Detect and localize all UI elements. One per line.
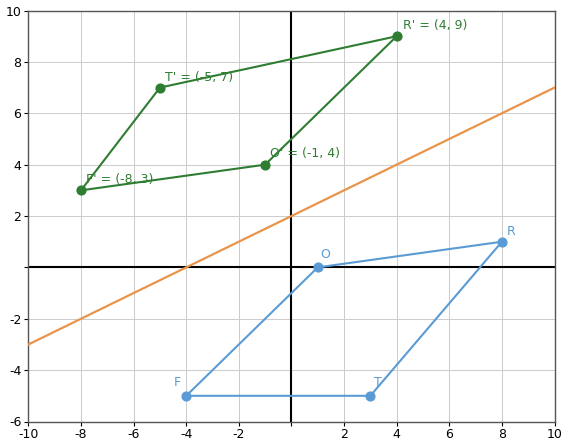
Point bbox=[366, 392, 375, 399]
Point bbox=[77, 187, 86, 194]
Text: F: F bbox=[174, 376, 181, 389]
Text: O' = (-1, 4): O' = (-1, 4) bbox=[270, 147, 340, 160]
Point bbox=[182, 392, 191, 399]
Point bbox=[498, 238, 507, 245]
Text: R: R bbox=[507, 225, 516, 238]
Text: R' = (4, 9): R' = (4, 9) bbox=[403, 19, 467, 32]
Point bbox=[313, 264, 322, 271]
Point bbox=[156, 84, 165, 91]
Text: O: O bbox=[320, 248, 330, 261]
Text: F' = (-8, 3): F' = (-8, 3) bbox=[86, 173, 153, 186]
Point bbox=[261, 161, 270, 168]
Point bbox=[392, 33, 401, 40]
Text: T: T bbox=[374, 376, 382, 389]
Text: T' = (-5, 7): T' = (-5, 7) bbox=[165, 71, 233, 84]
